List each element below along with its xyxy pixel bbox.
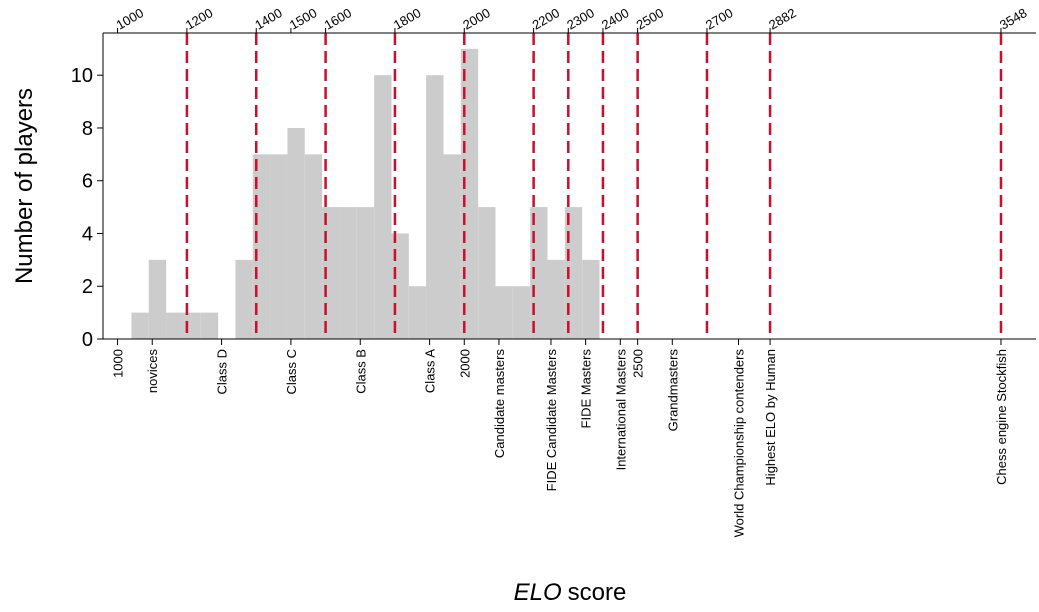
x-axis-label-part: ELO	[514, 579, 562, 606]
y-tick-label: 4	[82, 223, 93, 245]
bar	[148, 259, 167, 339]
top-x-tick-label: 1200	[183, 5, 216, 32]
y-axis-label: Number of players	[11, 88, 38, 284]
x-tick-label: Chess engine Stockfish	[994, 349, 1009, 485]
bar	[166, 312, 184, 339]
top-x-tick-label: 2400	[599, 5, 632, 32]
bar	[408, 286, 427, 339]
x-tick-label: Class B	[353, 349, 368, 394]
top-x-tick-label: 1800	[391, 5, 424, 32]
x-tick-label: FIDE Candidate Masters	[544, 349, 559, 492]
top-x-tick-label: 1600	[322, 5, 355, 32]
bar	[460, 48, 479, 340]
top-x-tick-label: 2500	[634, 5, 667, 32]
bar	[287, 127, 305, 339]
x-tick-label: 1000	[111, 349, 126, 378]
top-x-tick-label: 2300	[564, 5, 597, 32]
x-tick-label: 2500	[631, 349, 646, 378]
top-x-tick-label: 1000	[114, 5, 147, 32]
x-tick-label: Class A	[423, 349, 438, 393]
bar	[270, 154, 288, 339]
top-x-tick-label: 2882	[766, 5, 799, 32]
y-tick-label: 0	[82, 329, 93, 351]
y-tick-label: 2	[82, 276, 93, 298]
top-x-tick-label: 2200	[530, 5, 563, 32]
x-tick-label: World Championship contenders	[732, 349, 747, 538]
x-tick-label: International Masters	[613, 349, 628, 471]
top-x-tick-label: 3548	[997, 5, 1030, 32]
y-tick-label: 8	[82, 118, 93, 140]
top-x-tick-label: 1500	[287, 5, 320, 32]
x-axis-label: ELO score	[514, 579, 627, 606]
top-x-tick-label: 2000	[460, 5, 493, 32]
x-axis-label-part: score	[568, 579, 627, 606]
bar	[547, 259, 565, 339]
y-tick-label: 10	[71, 65, 93, 87]
x-tick-label: Highest ELO by Human	[763, 349, 778, 486]
bar	[131, 312, 149, 339]
bar	[356, 207, 375, 339]
bar	[582, 259, 600, 339]
x-tick-label: 2000	[457, 349, 472, 378]
bar	[339, 207, 357, 339]
bar	[304, 154, 323, 339]
x-tick-label: novices	[145, 349, 160, 394]
y-tick-label: 6	[82, 171, 93, 193]
bar	[443, 154, 461, 339]
bar	[512, 286, 531, 339]
bar	[426, 75, 444, 339]
bar	[200, 312, 219, 339]
bar	[478, 207, 496, 339]
x-tick-label: Class C	[284, 349, 299, 395]
x-tick-label: FIDE Masters	[579, 349, 594, 429]
top-x-tick-label: 2700	[703, 5, 736, 32]
bar	[235, 259, 253, 339]
bar	[495, 286, 513, 339]
x-tick-label: Class D	[215, 349, 230, 395]
x-tick-label: Candidate masters	[492, 349, 507, 459]
top-x-tick-label: 1400	[252, 5, 285, 32]
bar	[374, 75, 392, 339]
x-tick-label: Grandmasters	[665, 349, 680, 432]
